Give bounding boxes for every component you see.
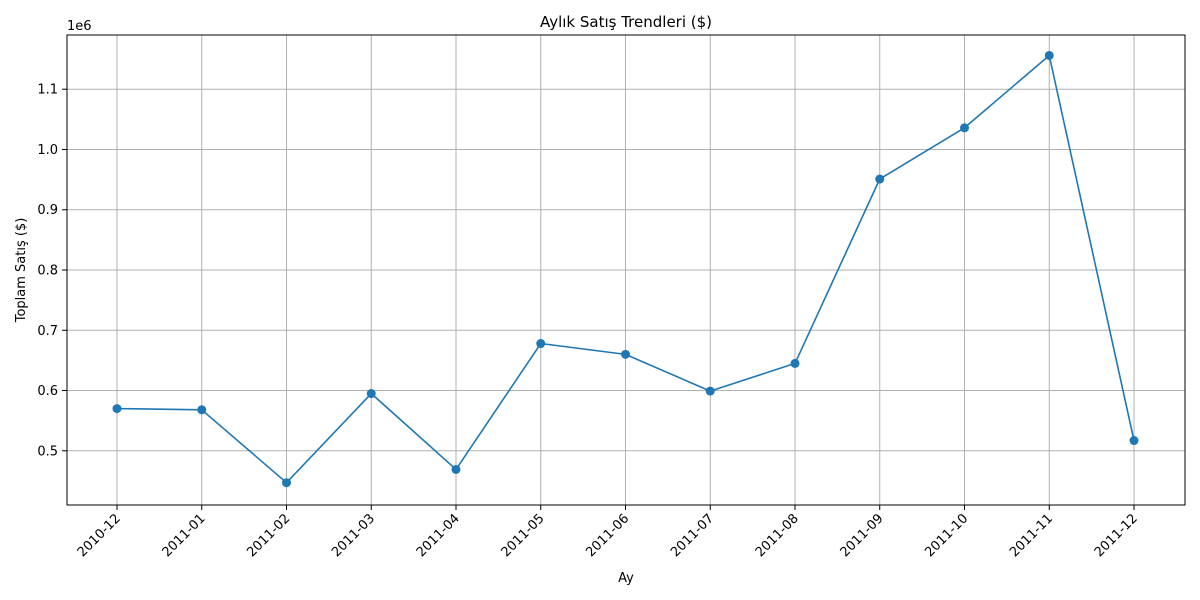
y-tick-label: 1.1 [37,83,58,98]
chart-title: Aylık Satış Trendleri ($) [540,13,712,31]
x-tick-label: 2011-05 [499,511,548,560]
axis-tick-labels: 2010-12 2011-01 2011-02 2011-03 2011-04 2011-… [37,83,1141,561]
data-point [875,174,885,184]
y-tick-label: 0.9 [37,203,58,218]
data-point [790,358,800,368]
grid [67,35,1185,505]
data-point [282,478,291,488]
x-tick-label: 2011-12 [1092,511,1141,560]
x-tick-label: 2011-08 [753,511,802,560]
data-point [1129,436,1139,446]
data-point [451,464,461,474]
x-tick-label: 2011-02 [244,511,293,560]
y-tick-label: 0.6 [37,384,58,399]
data-point [112,404,122,414]
x-tick-label: 2011-07 [668,511,717,560]
x-tick-label: 2011-11 [1007,511,1056,560]
data-point [197,405,207,415]
x-axis-label: Ay [618,571,634,586]
y-tick-label: 0.5 [37,444,58,459]
x-tick-label: 2011-09 [838,511,887,560]
x-tick-label: 2010-12 [75,511,124,560]
data-point-layer [112,50,1139,488]
x-tick-label: 2011-06 [583,511,632,560]
y-tick-label: 1.0 [37,143,58,158]
x-tick-label: 2011-10 [922,511,971,560]
y-tick-label: 0.8 [37,264,58,279]
axis-ticks [62,88,1135,510]
data-point [1044,50,1054,60]
y-axis-label: Toplam Satış ($) [14,218,29,324]
y-tick-label: 0.7 [37,324,58,339]
data-point [960,123,969,133]
data-point [621,349,630,359]
y-axis-offset-label: 1e6 [67,19,92,34]
data-point [705,386,715,396]
x-tick-label: 2011-01 [160,511,209,560]
x-tick-label: 2011-04 [414,511,463,560]
data-point [536,339,546,349]
data-point [366,389,376,399]
x-tick-label: 2011-03 [329,511,378,560]
